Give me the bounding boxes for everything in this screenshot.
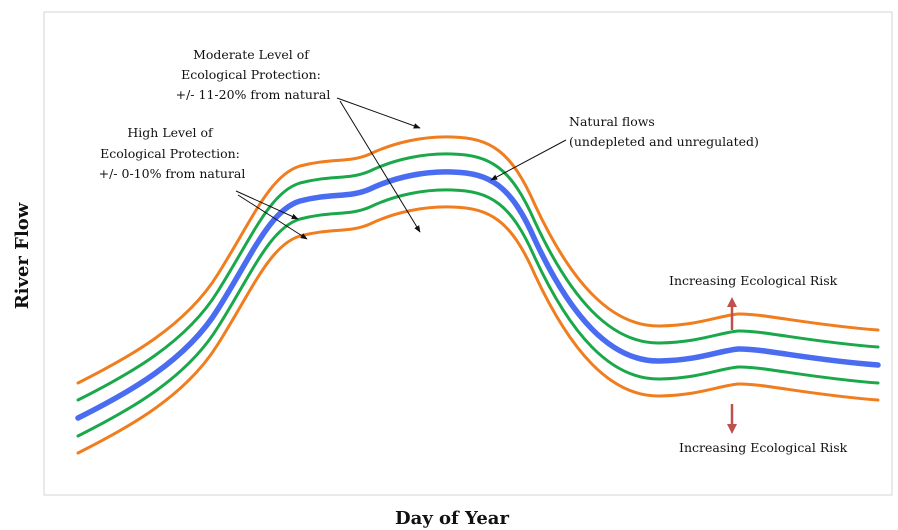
plot-frame	[43, 11, 893, 496]
high-arrow-lower	[237, 194, 308, 240]
high-line-3: +/- 0-10% from natural	[99, 166, 246, 181]
natural-annotation: Natural flows (undepleted and unregulate…	[569, 114, 759, 149]
high-annotation: High Level of Ecological Protection: +/-…	[99, 125, 246, 181]
moderate-annotation: Moderate Level of Ecological Protection:…	[176, 47, 331, 102]
y-axis-label: River Flow	[12, 202, 33, 309]
moderate-lower-curve	[76, 205, 880, 455]
natural-arrow	[490, 139, 567, 181]
moderate-line-2: Ecological Protection:	[181, 67, 321, 82]
high-line-2: Ecological Protection:	[100, 146, 240, 161]
high-upper-curve	[76, 152, 880, 402]
natural-line-1: Natural flows	[569, 114, 655, 129]
natural-line-2: (undepleted and unregulated)	[569, 134, 759, 149]
moderate-arrow-lower	[339, 100, 421, 233]
risk-up-label: Increasing Ecological Risk	[669, 273, 838, 288]
x-axis-label: Day of Year	[395, 508, 509, 529]
high-lower-curve	[76, 188, 880, 438]
moderate-line-1: Moderate Level of	[193, 47, 310, 62]
moderate-line-3: +/- 11-20% from natural	[176, 87, 331, 102]
natural-flow-curve	[75, 169, 881, 421]
high-line-1: High Level of	[127, 125, 214, 140]
high-arrow-upper	[235, 190, 299, 220]
moderate-arrow-upper	[336, 97, 421, 129]
risk-down-label: Increasing Ecological Risk	[679, 440, 848, 455]
moderate-upper-curve	[76, 135, 880, 385]
